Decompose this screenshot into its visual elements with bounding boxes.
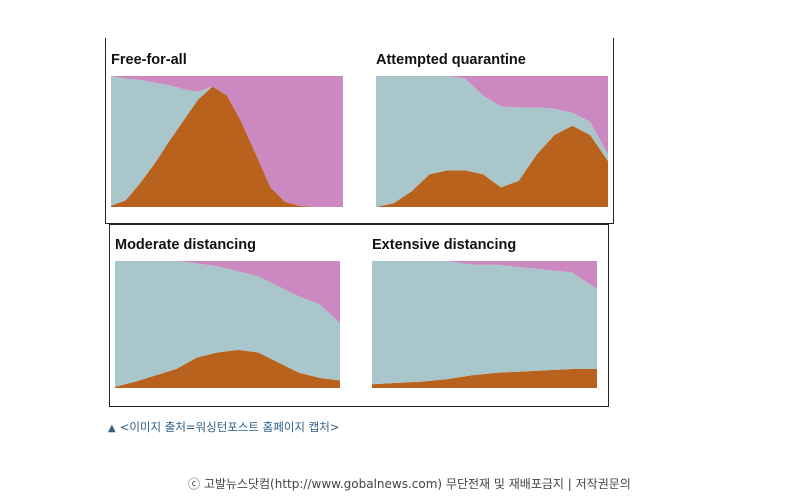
chart-title-free-for-all: Free-for-all <box>111 52 187 68</box>
chart-extensive-distancing <box>372 261 597 388</box>
chart-attempted-quarantine <box>376 76 608 207</box>
image-caption: ▲ <이미지 출처=워싱턴포스트 홈페이지 캡처> <box>108 419 339 435</box>
area-recovered <box>111 76 343 207</box>
area-recovered <box>372 261 597 289</box>
area-sick <box>372 368 597 388</box>
chart-moderate-distancing <box>115 261 340 388</box>
chart-title-extensive-distancing: Extensive distancing <box>372 237 517 253</box>
area-recovered <box>376 76 608 155</box>
copyright-footer: ⓒ 고발뉴스닷컴(http://www.gobalnews.com) 무단전재 … <box>188 477 631 491</box>
chart-title-moderate-distancing: Moderate distancing <box>115 237 256 253</box>
chart-free-for-all <box>111 76 343 207</box>
area-healthy <box>115 261 340 387</box>
area-sick <box>376 125 608 207</box>
area-healthy <box>111 76 343 207</box>
bottom-panel-frame <box>109 224 609 407</box>
area-sick <box>111 86 343 207</box>
chart-title-attempted-quarantine: Attempted quarantine <box>376 52 526 68</box>
area-sick <box>115 349 340 388</box>
area-healthy <box>376 76 608 207</box>
area-recovered <box>115 261 340 324</box>
top-panel-frame <box>105 38 614 224</box>
caption-marker-icon: ▲ <box>108 423 116 434</box>
caption-text: <이미지 출처=워싱턴포스트 홈페이지 캡처> <box>119 420 340 434</box>
area-healthy <box>372 261 597 385</box>
